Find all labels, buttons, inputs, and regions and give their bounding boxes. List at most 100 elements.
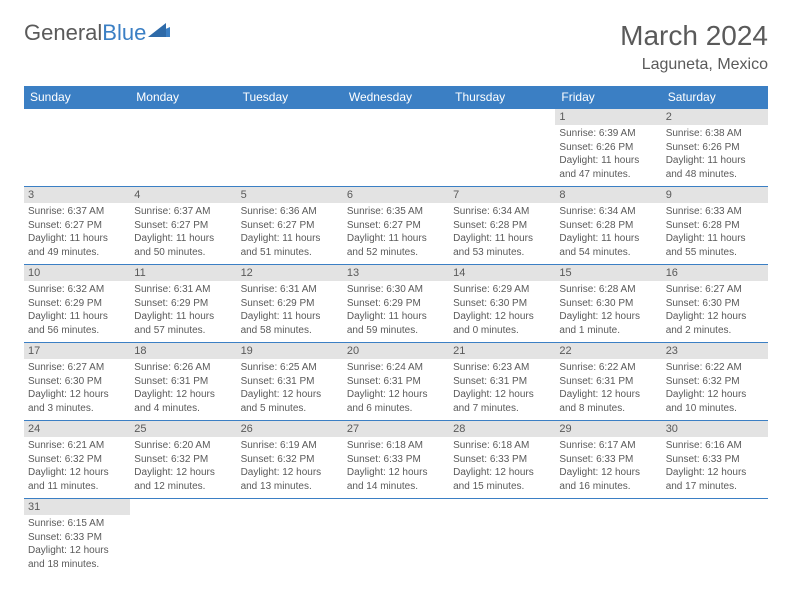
day-number: 10 — [24, 265, 130, 281]
location: Laguneta, Mexico — [620, 56, 768, 74]
title-block: March 2024 Laguneta, Mexico — [620, 20, 768, 74]
sunrise-text: Sunrise: 6:20 AM — [134, 439, 232, 453]
day-number: 26 — [237, 421, 343, 437]
day-number: 13 — [343, 265, 449, 281]
day-data: Sunrise: 6:35 AMSunset: 6:27 PMDaylight:… — [343, 203, 449, 261]
day-number: 22 — [555, 343, 661, 359]
sunrise-text: Sunrise: 6:31 AM — [134, 283, 232, 297]
day-data: Sunrise: 6:18 AMSunset: 6:33 PMDaylight:… — [343, 437, 449, 495]
calendar-cell: 14Sunrise: 6:29 AMSunset: 6:30 PMDayligh… — [449, 265, 555, 343]
daylight-text: Daylight: 12 hours and 1 minute. — [559, 310, 657, 337]
logo: GeneralBlue — [24, 20, 170, 46]
calendar-cell: 24Sunrise: 6:21 AMSunset: 6:32 PMDayligh… — [24, 421, 130, 499]
sunset-text: Sunset: 6:30 PM — [28, 375, 126, 389]
day-data: Sunrise: 6:39 AMSunset: 6:26 PMDaylight:… — [555, 125, 661, 183]
calendar-cell: 15Sunrise: 6:28 AMSunset: 6:30 PMDayligh… — [555, 265, 661, 343]
calendar-cell — [130, 499, 236, 577]
day-data: Sunrise: 6:26 AMSunset: 6:31 PMDaylight:… — [130, 359, 236, 417]
sunrise-text: Sunrise: 6:24 AM — [347, 361, 445, 375]
day-number: 30 — [662, 421, 768, 437]
sunset-text: Sunset: 6:29 PM — [241, 297, 339, 311]
day-data: Sunrise: 6:19 AMSunset: 6:32 PMDaylight:… — [237, 437, 343, 495]
sunrise-text: Sunrise: 6:15 AM — [28, 517, 126, 531]
daylight-text: Daylight: 12 hours and 8 minutes. — [559, 388, 657, 415]
calendar-cell: 30Sunrise: 6:16 AMSunset: 6:33 PMDayligh… — [662, 421, 768, 499]
sunrise-text: Sunrise: 6:37 AM — [134, 205, 232, 219]
day-number: 16 — [662, 265, 768, 281]
sunset-text: Sunset: 6:31 PM — [241, 375, 339, 389]
sunrise-text: Sunrise: 6:29 AM — [453, 283, 551, 297]
daylight-text: Daylight: 12 hours and 11 minutes. — [28, 466, 126, 493]
day-number: 18 — [130, 343, 236, 359]
sunrise-text: Sunrise: 6:19 AM — [241, 439, 339, 453]
sunset-text: Sunset: 6:28 PM — [453, 219, 551, 233]
daylight-text: Daylight: 12 hours and 5 minutes. — [241, 388, 339, 415]
calendar-body: 1Sunrise: 6:39 AMSunset: 6:26 PMDaylight… — [24, 109, 768, 577]
sunset-text: Sunset: 6:29 PM — [347, 297, 445, 311]
daylight-text: Daylight: 11 hours and 53 minutes. — [453, 232, 551, 259]
day-data: Sunrise: 6:33 AMSunset: 6:28 PMDaylight:… — [662, 203, 768, 261]
calendar-cell: 22Sunrise: 6:22 AMSunset: 6:31 PMDayligh… — [555, 343, 661, 421]
sunrise-text: Sunrise: 6:22 AM — [666, 361, 764, 375]
day-data: Sunrise: 6:30 AMSunset: 6:29 PMDaylight:… — [343, 281, 449, 339]
sunset-text: Sunset: 6:30 PM — [453, 297, 551, 311]
sunset-text: Sunset: 6:27 PM — [28, 219, 126, 233]
daylight-text: Daylight: 12 hours and 4 minutes. — [134, 388, 232, 415]
sunset-text: Sunset: 6:26 PM — [666, 141, 764, 155]
sunset-text: Sunset: 6:32 PM — [28, 453, 126, 467]
weekday-header: Tuesday — [237, 86, 343, 109]
daylight-text: Daylight: 11 hours and 49 minutes. — [28, 232, 126, 259]
calendar-cell: 9Sunrise: 6:33 AMSunset: 6:28 PMDaylight… — [662, 187, 768, 265]
sunset-text: Sunset: 6:33 PM — [28, 531, 126, 545]
day-number: 28 — [449, 421, 555, 437]
day-data: Sunrise: 6:17 AMSunset: 6:33 PMDaylight:… — [555, 437, 661, 495]
calendar-cell: 19Sunrise: 6:25 AMSunset: 6:31 PMDayligh… — [237, 343, 343, 421]
calendar-cell: 23Sunrise: 6:22 AMSunset: 6:32 PMDayligh… — [662, 343, 768, 421]
day-number: 29 — [555, 421, 661, 437]
calendar-cell: 4Sunrise: 6:37 AMSunset: 6:27 PMDaylight… — [130, 187, 236, 265]
day-data: Sunrise: 6:34 AMSunset: 6:28 PMDaylight:… — [555, 203, 661, 261]
day-data: Sunrise: 6:20 AMSunset: 6:32 PMDaylight:… — [130, 437, 236, 495]
sunset-text: Sunset: 6:28 PM — [666, 219, 764, 233]
day-data: Sunrise: 6:15 AMSunset: 6:33 PMDaylight:… — [24, 515, 130, 573]
calendar-cell: 27Sunrise: 6:18 AMSunset: 6:33 PMDayligh… — [343, 421, 449, 499]
sunrise-text: Sunrise: 6:39 AM — [559, 127, 657, 141]
day-data: Sunrise: 6:27 AMSunset: 6:30 PMDaylight:… — [662, 281, 768, 339]
calendar-cell: 29Sunrise: 6:17 AMSunset: 6:33 PMDayligh… — [555, 421, 661, 499]
day-number: 19 — [237, 343, 343, 359]
day-data: Sunrise: 6:28 AMSunset: 6:30 PMDaylight:… — [555, 281, 661, 339]
calendar-cell: 6Sunrise: 6:35 AMSunset: 6:27 PMDaylight… — [343, 187, 449, 265]
calendar-cell: 3Sunrise: 6:37 AMSunset: 6:27 PMDaylight… — [24, 187, 130, 265]
calendar-cell: 26Sunrise: 6:19 AMSunset: 6:32 PMDayligh… — [237, 421, 343, 499]
calendar-cell — [449, 499, 555, 577]
day-number: 2 — [662, 109, 768, 125]
day-data: Sunrise: 6:31 AMSunset: 6:29 PMDaylight:… — [130, 281, 236, 339]
day-number: 1 — [555, 109, 661, 125]
sunrise-text: Sunrise: 6:31 AM — [241, 283, 339, 297]
calendar-cell: 7Sunrise: 6:34 AMSunset: 6:28 PMDaylight… — [449, 187, 555, 265]
month-title: March 2024 — [620, 20, 768, 52]
sunrise-text: Sunrise: 6:34 AM — [453, 205, 551, 219]
daylight-text: Daylight: 12 hours and 7 minutes. — [453, 388, 551, 415]
calendar-week-row: 3Sunrise: 6:37 AMSunset: 6:27 PMDaylight… — [24, 187, 768, 265]
calendar-week-row: 31Sunrise: 6:15 AMSunset: 6:33 PMDayligh… — [24, 499, 768, 577]
sunrise-text: Sunrise: 6:26 AM — [134, 361, 232, 375]
sunset-text: Sunset: 6:33 PM — [453, 453, 551, 467]
day-data: Sunrise: 6:23 AMSunset: 6:31 PMDaylight:… — [449, 359, 555, 417]
day-number: 4 — [130, 187, 236, 203]
sunrise-text: Sunrise: 6:36 AM — [241, 205, 339, 219]
day-data: Sunrise: 6:21 AMSunset: 6:32 PMDaylight:… — [24, 437, 130, 495]
weekday-header: Monday — [130, 86, 236, 109]
sunset-text: Sunset: 6:32 PM — [134, 453, 232, 467]
calendar-cell — [237, 499, 343, 577]
calendar-cell — [662, 499, 768, 577]
sunrise-text: Sunrise: 6:37 AM — [28, 205, 126, 219]
sunrise-text: Sunrise: 6:22 AM — [559, 361, 657, 375]
calendar-cell — [555, 499, 661, 577]
day-data: Sunrise: 6:37 AMSunset: 6:27 PMDaylight:… — [24, 203, 130, 261]
daylight-text: Daylight: 12 hours and 3 minutes. — [28, 388, 126, 415]
sunrise-text: Sunrise: 6:30 AM — [347, 283, 445, 297]
sunrise-text: Sunrise: 6:27 AM — [666, 283, 764, 297]
calendar-cell: 12Sunrise: 6:31 AMSunset: 6:29 PMDayligh… — [237, 265, 343, 343]
calendar-cell: 16Sunrise: 6:27 AMSunset: 6:30 PMDayligh… — [662, 265, 768, 343]
